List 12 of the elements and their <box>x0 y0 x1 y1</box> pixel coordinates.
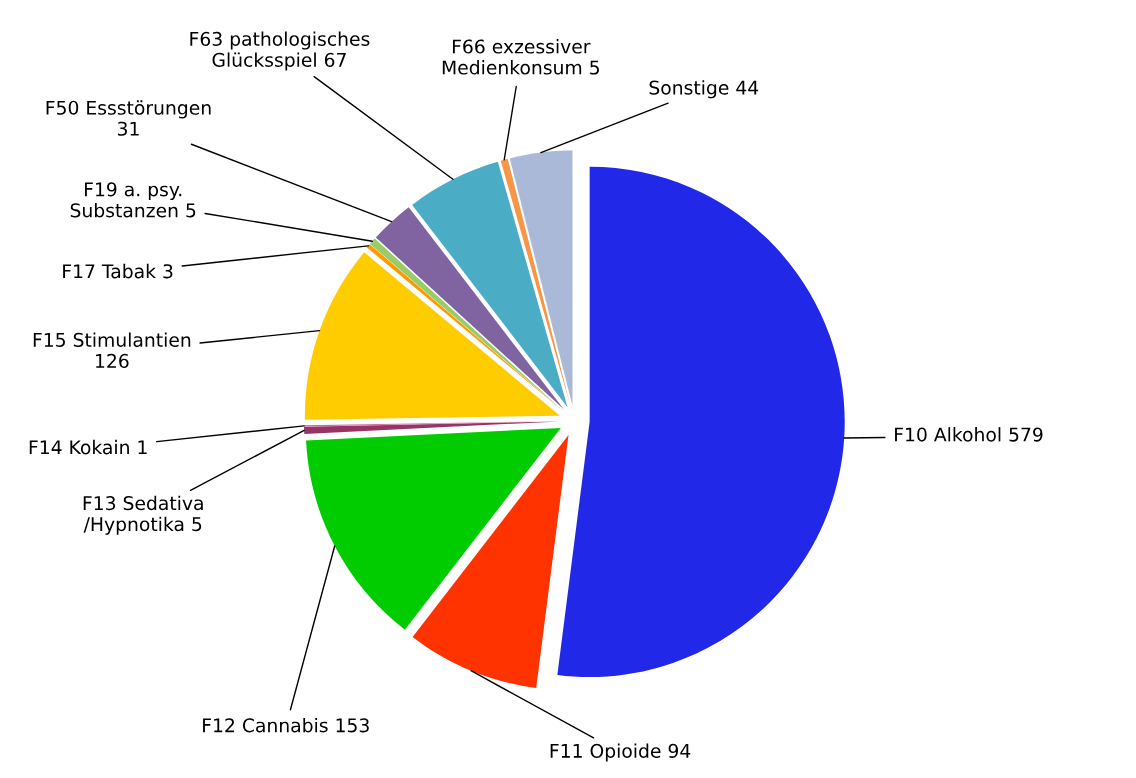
slice-label: F50 Essstörungen 31 <box>46 100 211 136</box>
slice-label: F15 Stimulantien 126 <box>33 332 191 368</box>
slice-label: F11 Opioide 94 <box>550 743 691 762</box>
slice-label: F19 a. psy. Substanzen 5 <box>70 182 196 218</box>
slice-label: F10 Alkohol 579 <box>895 427 1043 442</box>
slice-label: F66 exzessiver Medienkonsum 5 <box>442 39 599 75</box>
slice-label: F14 Kokain 1 <box>29 439 147 455</box>
slice-label: F17 Tabak 3 <box>63 263 173 279</box>
slice-label: F63 pathologisches Glücksspiel 67 <box>190 31 370 71</box>
slice-label: Sonstige 44 <box>649 80 759 99</box>
slice-label: F12 Cannabis 153 <box>203 717 369 733</box>
slice-label: F13 Sedativa /Hypnotika 5 <box>83 495 203 535</box>
